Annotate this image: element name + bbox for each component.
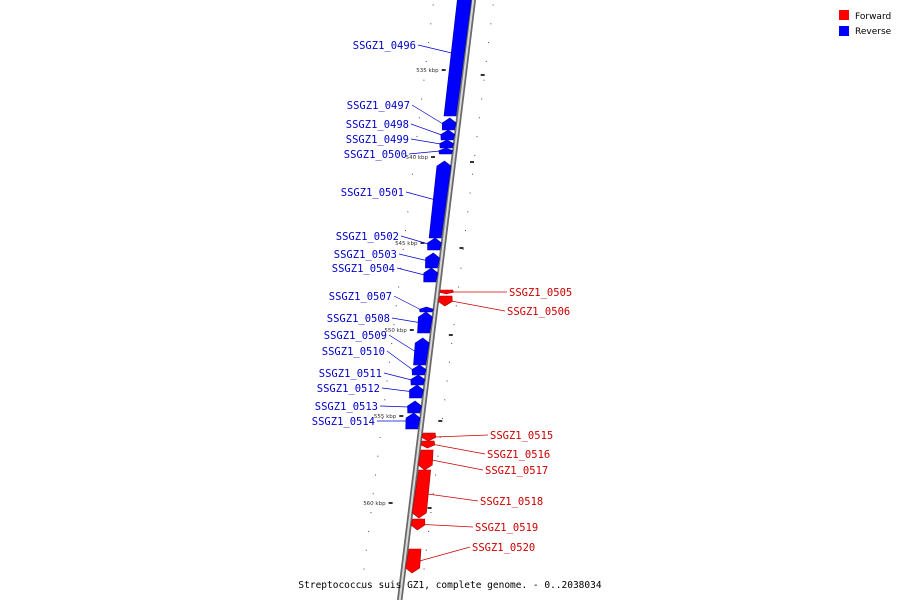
gene-label: SSGZ1_0513: [315, 401, 378, 413]
gene-leader-line: [433, 444, 486, 455]
gene-label: SSGZ1_0499: [346, 134, 409, 146]
gene-leader-line: [431, 459, 484, 471]
gene-leader-line: [391, 317, 419, 323]
gene-feature-ssgz1-0500: [438, 147, 454, 155]
ruler-tick-label: 535 kbp: [416, 68, 439, 74]
gene-feature-ssgz1-0496: [443, 0, 472, 117]
gene-leader-line: [388, 334, 416, 352]
gene-feature-ssgz1-0503: [425, 252, 440, 269]
gene-leader-line: [383, 372, 412, 381]
gene-features: [405, 0, 472, 574]
gene-labels: SSGZ1_0496 SSGZ1_0497 SSGZ1_0498 SSGZ1_0499…: [312, 40, 572, 562]
gene-leader-line: [398, 253, 427, 261]
gene-label: SSGZ1_0506: [507, 306, 570, 318]
gene-leader-line: [434, 434, 489, 438]
gene-label: SSGZ1_0520: [472, 542, 535, 554]
gene-feature-ssgz1-0498: [440, 129, 456, 141]
gene-feature-ssgz1-0502: [427, 237, 442, 251]
ruler-tick-label: 540 kbp: [406, 155, 429, 161]
gene-feature-ssgz1-0511: [410, 374, 426, 386]
gene-leader-line: [405, 191, 434, 200]
gene-leader-line: [410, 123, 442, 136]
gene-leader-line: [423, 524, 474, 528]
gene-leader-line: [400, 235, 429, 245]
gene-label: SSGZ1_0501: [341, 187, 404, 199]
gene-label: SSGZ1_0507: [329, 291, 392, 303]
gene-label: SSGZ1_0515: [490, 430, 553, 442]
gene-leader-line: [393, 295, 421, 310]
genome-backbone: [396, 0, 477, 600]
gene-feature-ssgz1-0520: [405, 548, 422, 574]
gene-label: SSGZ1_0500: [344, 149, 407, 161]
legend-reverse-label: Reverse: [855, 27, 892, 37]
ruler-tick-label: 545 kbp: [395, 241, 418, 247]
gene-leader-line: [410, 138, 441, 145]
gene-feature-ssgz1-0514: [405, 412, 421, 430]
gene-feature-ssgz1-0505: [439, 289, 454, 295]
gene-feature-ssgz1-0508: [417, 311, 433, 334]
legend-reverse-swatch: [839, 26, 849, 36]
legend: Forward Reverse: [839, 10, 892, 37]
gene-leader-line: [451, 300, 506, 312]
gene-label: SSGZ1_0514: [312, 416, 375, 428]
gene-label: SSGZ1_0516: [487, 449, 550, 461]
gene-label: SSGZ1_0511: [319, 368, 382, 380]
gene-feature-ssgz1-0515: [421, 432, 437, 442]
gene-label: SSGZ1_0504: [332, 263, 395, 275]
legend-forward-label: Forward: [855, 12, 891, 22]
gene-label: SSGZ1_0502: [336, 231, 399, 243]
gene-feature-ssgz1-0504: [423, 267, 439, 283]
gene-label: SSGZ1_0518: [480, 496, 543, 508]
ruler-tick-label: 550 kbp: [384, 328, 407, 334]
gene-feature-ssgz1-0518: [412, 469, 432, 519]
gene-leader-line: [379, 405, 409, 408]
legend-forward-swatch: [839, 10, 849, 20]
gene-leader-line: [419, 546, 471, 562]
gene-label: SSGZ1_0505: [509, 287, 572, 299]
gene-feature-ssgz1-0517: [417, 449, 434, 471]
gene-leader-line: [411, 104, 444, 125]
gene-feature-ssgz1-0499: [439, 139, 455, 149]
ruler-tick-label: 560 kbp: [363, 501, 386, 507]
gene-label: SSGZ1_0510: [322, 346, 385, 358]
gene-leader-line: [408, 150, 440, 155]
gene-label: SSGZ1_0508: [327, 313, 390, 325]
gene-label: SSGZ1_0496: [353, 40, 416, 52]
gene-label: SSGZ1_0517: [485, 465, 548, 477]
minor-tick-marks: [361, 4, 494, 589]
gene-leader-line: [386, 350, 414, 371]
gene-leader-line: [396, 267, 425, 276]
ruler-ticks: 535 kbp 540 kbp 545 kbp 550 kbp 555 kbp 560 k…: [363, 68, 485, 509]
gene-leader-line: [417, 44, 452, 54]
gene-feature-ssgz1-0516: [420, 440, 436, 449]
gene-feature-ssgz1-0506: [437, 295, 453, 307]
gene-label: SSGZ1_0512: [317, 383, 380, 395]
gene-leader-line: [427, 493, 479, 502]
genome-caption: Streptococcus suis GZ1, complete genome.…: [298, 580, 601, 591]
ruler-tick-label: 555 kbp: [374, 414, 397, 420]
gene-label: SSGZ1_0509: [324, 330, 387, 342]
gene-feature-ssgz1-0513: [407, 400, 422, 414]
gene-feature-ssgz1-0510: [411, 364, 427, 376]
gene-label: SSGZ1_0497: [347, 100, 410, 112]
gene-feature-ssgz1-0497: [441, 117, 457, 131]
gene-feature-ssgz1-0512: [409, 384, 424, 399]
gene-leader-line: [381, 387, 411, 392]
gene-label: SSGZ1_0498: [346, 119, 409, 131]
gene-feature-ssgz1-0507: [419, 306, 434, 313]
gene-feature-ssgz1-0519: [410, 518, 426, 531]
gene-label: SSGZ1_0519: [475, 522, 538, 534]
gene-label: SSGZ1_0503: [334, 249, 397, 261]
